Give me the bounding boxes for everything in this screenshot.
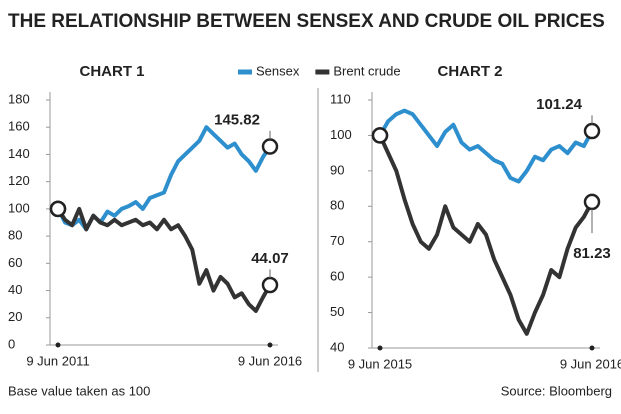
point-marker (371, 127, 389, 144)
note: Base value taken as 100 (8, 383, 150, 398)
y-tick-label: 100 (8, 200, 30, 215)
point-marker (49, 200, 67, 218)
y-tick-label: 100 (330, 127, 352, 142)
y-tick-label: 140 (8, 146, 30, 161)
y-tick-label: 160 (8, 119, 30, 134)
x-tick (377, 345, 383, 351)
y-tick-label: 80 (330, 198, 344, 213)
y-tick-label: 60 (330, 269, 344, 284)
data-label: 44.07 (251, 250, 289, 267)
point-marker (583, 193, 601, 211)
x-tick (55, 342, 61, 348)
y-tick-label: 70 (330, 233, 344, 248)
chart-subtitle: CHART 2 (437, 63, 502, 80)
x-tick-label: 9 Jun 2016 (560, 356, 621, 371)
legend-label: Brent crude (333, 63, 400, 78)
y-tick-label: 90 (330, 162, 344, 177)
data-label: 81.23 (573, 245, 611, 262)
y-tick-label: 40 (330, 339, 344, 354)
source: Source: Bloomberg (501, 383, 612, 398)
point-marker (261, 138, 279, 155)
point-marker (583, 122, 601, 140)
y-tick-label: 50 (330, 304, 344, 319)
y-tick-label: 40 (8, 282, 22, 297)
x-tick (589, 345, 595, 351)
line-series (56, 206, 272, 313)
data-label: 145.82 (214, 111, 260, 128)
point-marker (261, 276, 279, 294)
chart-subtitle: CHART 1 (79, 63, 144, 80)
y-tick-label: 110 (330, 91, 351, 106)
y-tick-label: 180 (8, 91, 30, 106)
x-tick (267, 342, 273, 348)
y-tick-label: 20 (8, 309, 22, 324)
chart-title: THE RELATIONSHIP BETWEEN SENSEX AND CRUD… (8, 11, 605, 32)
y-tick-label: 80 (8, 228, 22, 243)
line-series (56, 125, 272, 232)
x-tick-label: 9 Jun 2016 (238, 353, 302, 368)
y-tick-label: 120 (8, 173, 30, 188)
legend-label: Sensex (256, 63, 300, 78)
line-series (378, 134, 594, 336)
line-series (378, 108, 594, 184)
data-label: 101.24 (536, 96, 583, 113)
x-tick-label: 9 Jun 2011 (26, 353, 89, 368)
y-tick-label: 0 (8, 336, 15, 351)
x-tick-label: 9 Jun 2015 (348, 356, 412, 371)
y-tick-label: 60 (8, 255, 22, 270)
